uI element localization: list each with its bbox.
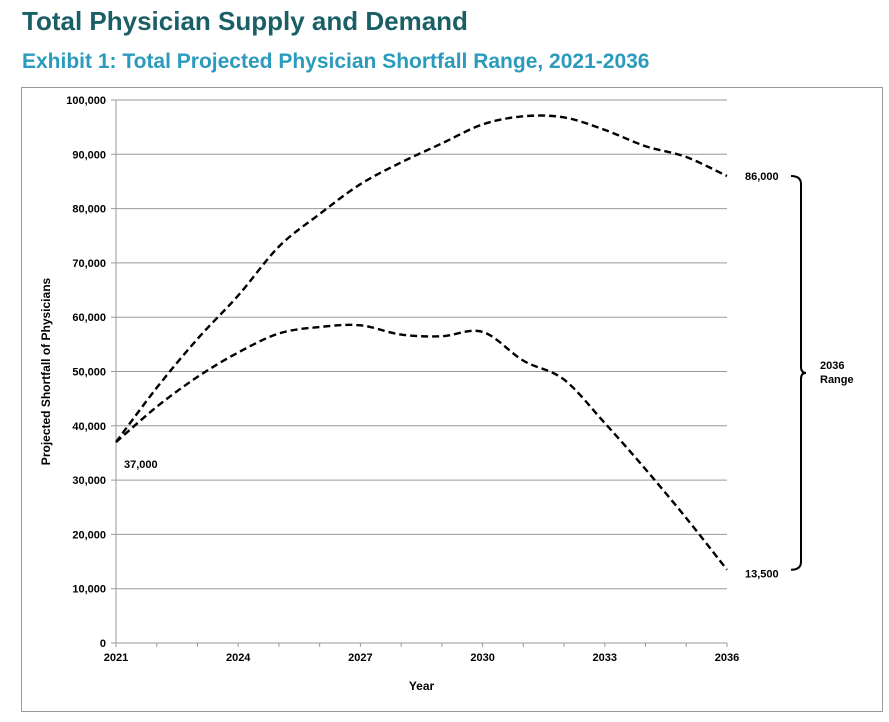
chart-frame: 0 10,000 20,000 30,000 40,000 50,000 60,000 70,… <box>21 87 883 712</box>
x-tick-label: 2033 <box>593 652 617 664</box>
y-axis-title: Projected Shortfall of Physicians <box>39 277 53 465</box>
x-tick-label: 2021 <box>104 652 128 664</box>
data-label-low-end: 13,500 <box>745 569 779 581</box>
range-label-word: Range <box>820 374 854 386</box>
y-tick-label: 60,000 <box>72 312 106 324</box>
data-label-high-end: 86,000 <box>745 171 779 183</box>
series-line-high <box>115 114 728 443</box>
gridlines <box>116 99 727 590</box>
y-tick-label: 0 <box>100 638 106 650</box>
y-tick-label: 30,000 <box>72 475 106 487</box>
range-label-year: 2036 <box>820 360 844 372</box>
y-tick-label: 70,000 <box>72 258 106 270</box>
x-tick-label: 2027 <box>348 652 372 664</box>
x-tick-label: 2036 <box>715 652 739 664</box>
range-bracket <box>790 175 807 571</box>
page-title: Total Physician Supply and Demand <box>22 6 468 36</box>
shortfall-line-chart: 0 10,000 20,000 30,000 40,000 50,000 60,000 70,… <box>39 95 854 693</box>
y-tick-label: 90,000 <box>72 149 106 161</box>
y-tick-label: 20,000 <box>72 529 106 541</box>
y-tick-label: 10,000 <box>72 584 106 596</box>
x-tick-label: 2024 <box>226 652 251 664</box>
y-tick-label: 100,000 <box>66 95 106 107</box>
labels: 37,000 86,000 13,500 2036 Range <box>124 171 854 581</box>
series-line-low <box>115 323 728 571</box>
axes: 0 10,000 20,000 30,000 40,000 50,000 60,000 70,… <box>39 95 739 693</box>
y-tick-label: 80,000 <box>72 204 106 216</box>
x-axis-title: Year <box>409 679 435 693</box>
series <box>115 114 728 571</box>
data-label-start: 37,000 <box>124 459 158 471</box>
x-tick-label: 2030 <box>470 652 494 664</box>
exhibit-title: Exhibit 1: Total Projected Physician Sho… <box>22 50 650 73</box>
y-tick-label: 50,000 <box>72 367 106 379</box>
y-tick-label: 40,000 <box>72 421 106 433</box>
